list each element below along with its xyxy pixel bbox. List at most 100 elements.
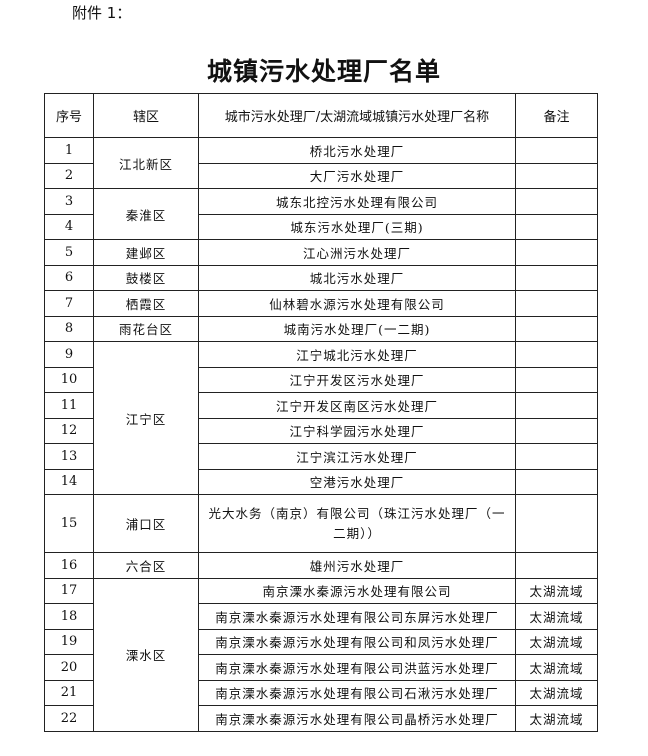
note-cell (515, 443, 598, 470)
table-row: 7 栖霞区 仙林碧水源污水处理有限公司 (44, 290, 598, 317)
table-row: 18 南京溧水秦源污水处理有限公司东屏污水处理厂 太湖流域 (44, 603, 598, 630)
row-number: 9 (44, 341, 94, 368)
row-number: 3 (44, 188, 94, 215)
note-cell (515, 137, 598, 164)
row-number: 7 (44, 290, 94, 317)
plant-name-cell: 城南污水处理厂(一二期) (198, 315, 516, 342)
note-cell (515, 341, 598, 368)
row-number: 18 (44, 603, 94, 630)
plant-name-cell: 江宁滨江污水处理厂 (198, 443, 516, 470)
table-row: 12 江宁科学园污水处理厂 (44, 417, 598, 444)
note-cell (515, 494, 598, 553)
row-number: 4 (44, 213, 94, 240)
header-note: 备注 (515, 93, 598, 138)
note-cell (515, 290, 598, 317)
row-number: 20 (44, 654, 94, 681)
district-cell: 江宁区 (93, 341, 199, 495)
note-cell: 太湖流域 (515, 654, 598, 681)
note-cell: 太湖流域 (515, 603, 598, 630)
plant-name-cell: 江宁开发区南区污水处理厂 (198, 392, 516, 419)
district-cell: 栖霞区 (93, 290, 199, 317)
plant-name-cell: 南京溧水秦源污水处理有限公司东屏污水处理厂 (198, 603, 516, 630)
row-number: 19 (44, 628, 94, 655)
note-cell: 太湖流域 (515, 705, 598, 732)
table-row: 21 南京溧水秦源污水处理有限公司石湫污水处理厂 太湖流域 (44, 679, 598, 706)
note-cell (515, 417, 598, 444)
row-number: 13 (44, 443, 94, 470)
plant-name-cell: 城北污水处理厂 (198, 264, 516, 291)
row-number: 11 (44, 392, 94, 419)
attachment-label: 附件 1： (72, 4, 132, 22)
plant-table: 序号 辖区 城市污水处理厂/太湖流域城镇污水处理厂名称 备注 1 江北新区 桥北污水… (44, 93, 598, 732)
plant-name-cell: 南京溧水秦源污水处理有限公司晶桥污水处理厂 (198, 705, 516, 732)
plant-name-cell: 城东污水处理厂(三期) (198, 213, 516, 240)
row-number: 5 (44, 239, 94, 266)
note-cell (515, 162, 598, 189)
table-row: 10 江宁开发区污水处理厂 (44, 366, 598, 393)
table-row: 9 江宁区 江宁城北污水处理厂 (44, 341, 598, 495)
row-number: 6 (44, 264, 94, 291)
row-number: 16 (44, 552, 94, 579)
note-cell: 太湖流域 (515, 679, 598, 706)
plant-name-cell: 南京溧水秦源污水处理有限公司石湫污水处理厂 (198, 679, 516, 706)
note-cell (515, 239, 598, 266)
district-cell: 秦淮区 (93, 188, 199, 240)
note-cell (515, 392, 598, 419)
plant-name-cell: 江宁科学园污水处理厂 (198, 417, 516, 444)
note-cell (515, 552, 598, 579)
plant-name-cell: 江心洲污水处理厂 (198, 239, 516, 266)
plant-name-cell: 南京溧水秦源污水处理有限公司洪蓝污水处理厂 (198, 654, 516, 681)
row-number: 10 (44, 366, 94, 393)
plant-name-cell: 城东北控污水处理有限公司 (198, 188, 516, 215)
district-cell: 江北新区 (93, 137, 199, 189)
plant-name-cell: 江宁城北污水处理厂 (198, 341, 516, 368)
row-number: 8 (44, 315, 94, 342)
row-number: 22 (44, 705, 94, 732)
row-number: 21 (44, 679, 94, 706)
plant-name-cell: 南京溧水秦源污水处理有限公司和凤污水处理厂 (198, 628, 516, 655)
table-row: 16 六合区 雄州污水处理厂 (44, 552, 598, 579)
district-cell: 溧水区 (93, 577, 199, 732)
table-row: 11 江宁开发区南区污水处理厂 (44, 392, 598, 419)
table-row: 3 秦淮区 城东北控污水处理有限公司 (44, 188, 598, 240)
table-row: 14 空港污水处理厂 (44, 468, 598, 495)
table-row: 4 城东污水处理厂(三期) (44, 213, 598, 240)
document-title: 城镇污水处理厂名单 (206, 57, 441, 86)
note-cell (515, 315, 598, 342)
row-number: 15 (44, 494, 94, 553)
row-number: 14 (44, 468, 94, 495)
header-name: 城市污水处理厂/太湖流域城镇污水处理厂名称 (198, 93, 516, 138)
plant-name-cell: 光大水务（南京）有限公司（珠江污水处理厂（一二期）） (198, 494, 516, 553)
plant-name-cell: 大厂污水处理厂 (198, 162, 516, 189)
note-cell: 太湖流域 (515, 628, 598, 655)
table-row: 15 浦口区 光大水务（南京）有限公司（珠江污水处理厂（一二期）） (44, 494, 598, 553)
table-row: 13 江宁滨江污水处理厂 (44, 443, 598, 470)
row-number: 1 (44, 137, 94, 164)
table-row: 8 雨花台区 城南污水处理厂(一二期) (44, 315, 598, 342)
row-number: 2 (44, 162, 94, 189)
table-row: 1 江北新区 桥北污水处理厂 (44, 137, 598, 189)
plant-name-cell: 空港污水处理厂 (198, 468, 516, 495)
note-cell: 太湖流域 (515, 577, 598, 604)
table-row: 22 南京溧水秦源污水处理有限公司晶桥污水处理厂 太湖流域 (44, 705, 598, 732)
plant-name-cell: 南京溧水秦源污水处理有限公司 (198, 577, 516, 604)
plant-name-cell: 仙林碧水源污水处理有限公司 (198, 290, 516, 317)
table-row: 5 建邺区 江心洲污水处理厂 (44, 239, 598, 266)
note-cell (515, 188, 598, 215)
district-cell: 六合区 (93, 552, 199, 579)
district-cell: 雨花台区 (93, 315, 199, 342)
row-number: 12 (44, 417, 94, 444)
header-district: 辖区 (93, 93, 199, 138)
plant-name-cell: 雄州污水处理厂 (198, 552, 516, 579)
note-cell (515, 366, 598, 393)
table-row: 17 溧水区 南京溧水秦源污水处理有限公司 太湖流域 (44, 577, 598, 732)
plant-name-cell: 桥北污水处理厂 (198, 137, 516, 164)
district-cell: 建邺区 (93, 239, 199, 266)
note-cell (515, 468, 598, 495)
note-cell (515, 264, 598, 291)
header-no: 序号 (44, 93, 94, 138)
table-row: 19 南京溧水秦源污水处理有限公司和凤污水处理厂 太湖流域 (44, 628, 598, 655)
district-cell: 鼓楼区 (93, 264, 199, 291)
note-cell (515, 213, 598, 240)
plant-name-cell: 江宁开发区污水处理厂 (198, 366, 516, 393)
